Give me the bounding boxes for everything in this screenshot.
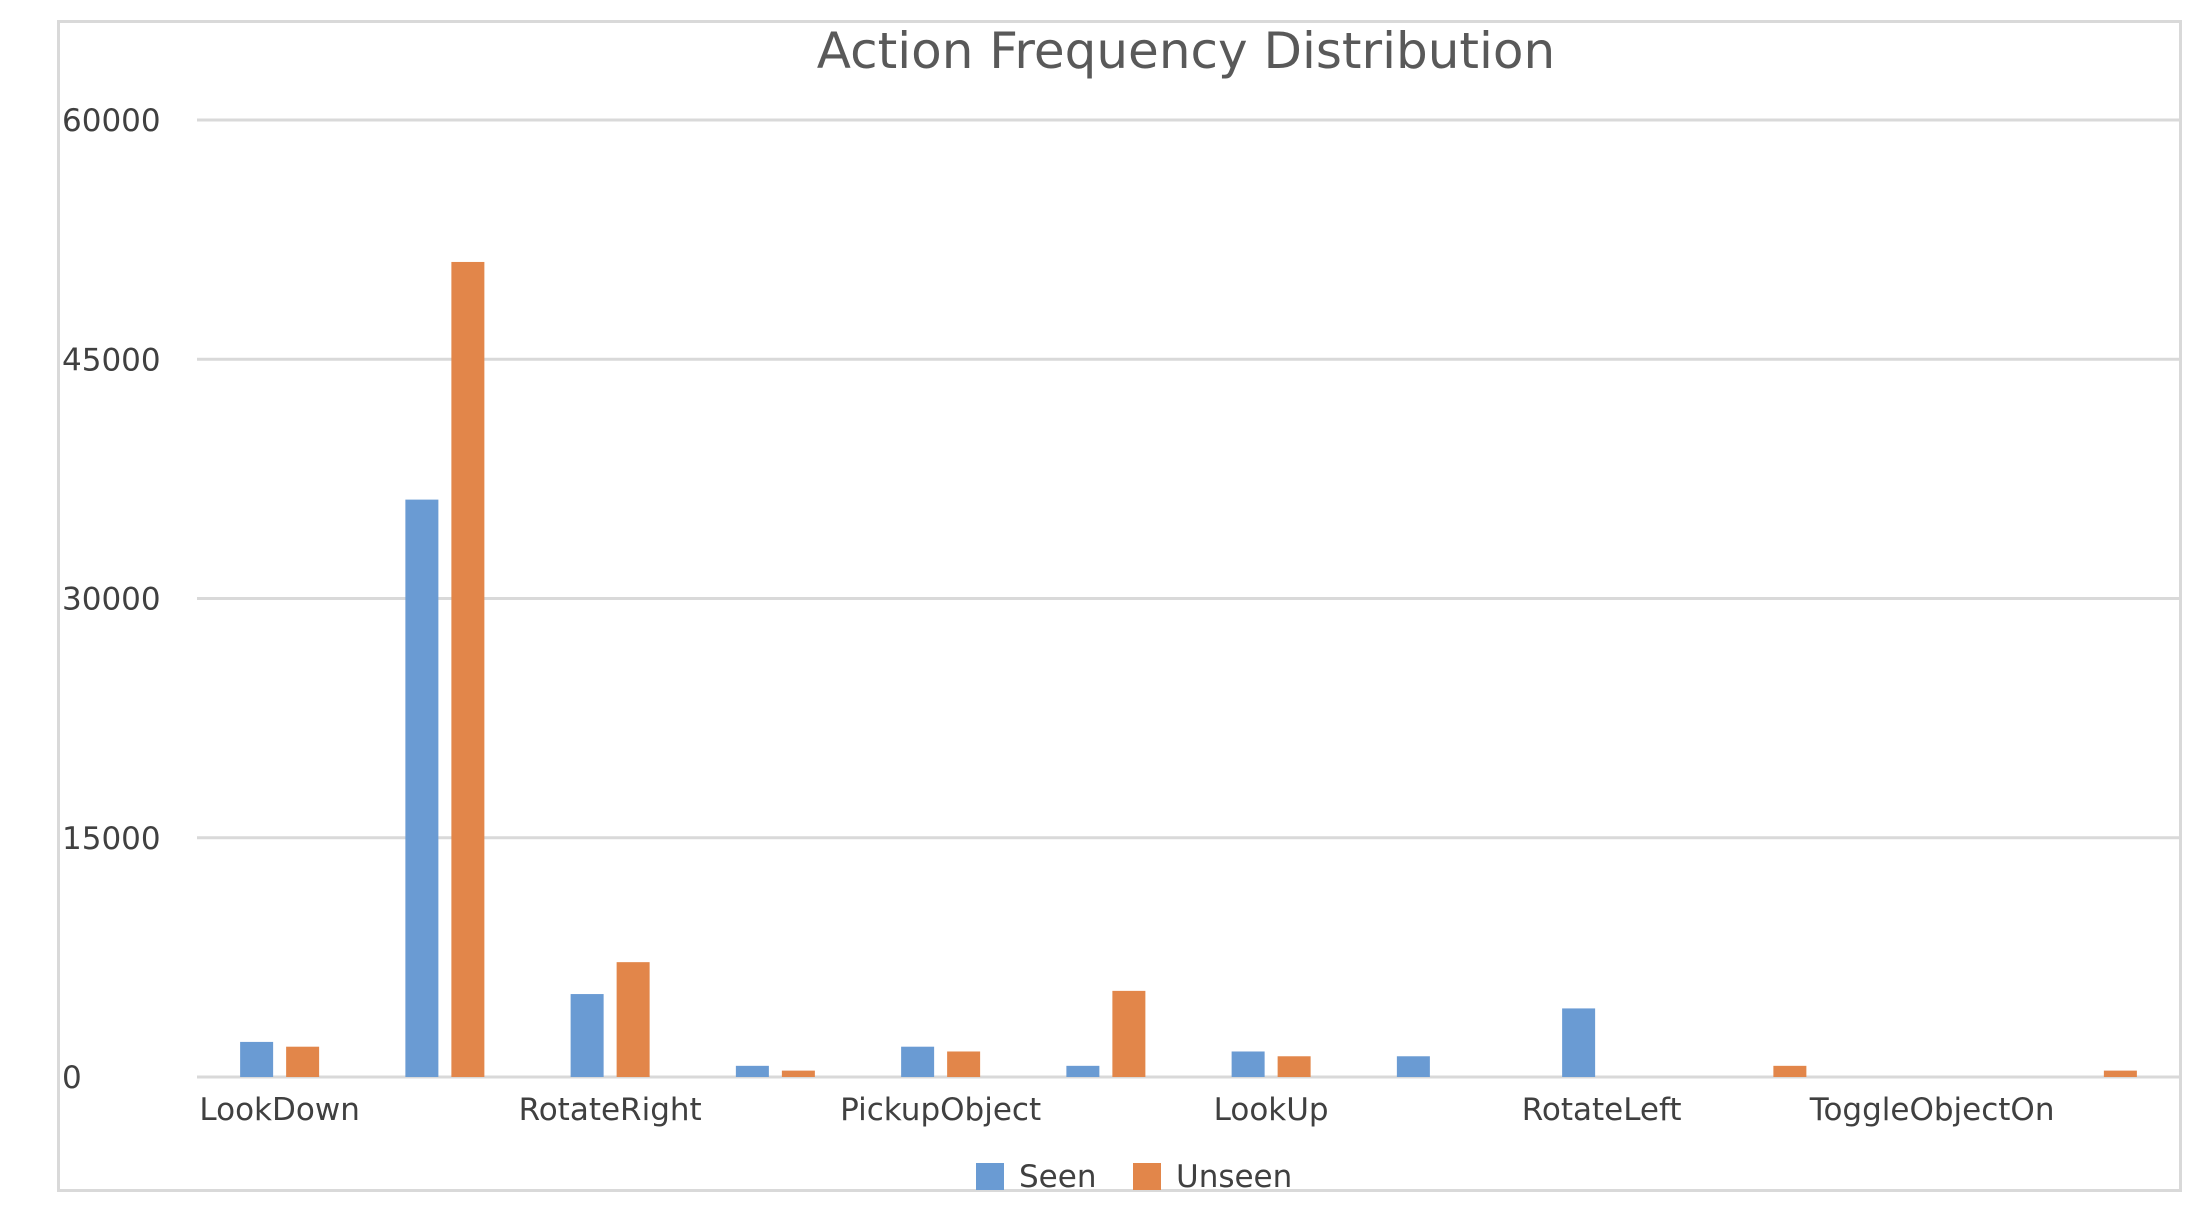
y-tick-label: 60000 bbox=[62, 103, 161, 139]
legend-swatch-unseen bbox=[1133, 1163, 1161, 1190]
chart-title: Action Frequency Distribution bbox=[817, 22, 1555, 80]
y-tick-label: 45000 bbox=[62, 342, 161, 378]
bar-seen-8 bbox=[1562, 1008, 1596, 1077]
bar-seen-1 bbox=[405, 499, 439, 1077]
bar-unseen-1 bbox=[451, 261, 485, 1078]
bar-seen-6 bbox=[1231, 1051, 1265, 1077]
legend-label-unseen: Unseen bbox=[1176, 1159, 1292, 1195]
bar-seen-2 bbox=[570, 994, 604, 1077]
x-tick-label: LookUp bbox=[1214, 1092, 1329, 1128]
bar-seen-5 bbox=[1066, 1065, 1100, 1077]
x-tick-label: LookDown bbox=[199, 1092, 359, 1128]
y-tick-label: 15000 bbox=[62, 821, 161, 857]
bar-seen-0 bbox=[240, 1041, 274, 1077]
legend-label-seen: Seen bbox=[1019, 1159, 1096, 1195]
bar-unseen-0 bbox=[286, 1046, 320, 1077]
bar-unseen-3 bbox=[781, 1070, 815, 1077]
bar-unseen-11 bbox=[2103, 1070, 2137, 1077]
bar-unseen-2 bbox=[616, 962, 650, 1077]
x-axis-ticks: LookDown RotateRight PickupObject LookUp Rot… bbox=[199, 1092, 2054, 1128]
bar-seen-3 bbox=[735, 1065, 769, 1077]
bar-unseen-5 bbox=[1112, 990, 1146, 1077]
y-axis-ticks: 0 15000 30000 45000 60000 bbox=[62, 103, 161, 1096]
y-tick-label: 0 bbox=[62, 1060, 82, 1096]
bar-unseen-6 bbox=[1277, 1056, 1311, 1077]
legend: Seen Unseen bbox=[976, 1159, 1292, 1195]
bars bbox=[240, 261, 2137, 1078]
bar-seen-4 bbox=[901, 1046, 935, 1077]
x-tick-label: ToggleObjectOn bbox=[1809, 1092, 2055, 1128]
x-tick-label: RotateLeft bbox=[1522, 1092, 1682, 1128]
gridlines bbox=[197, 118, 2180, 1079]
bar-seen-7 bbox=[1396, 1056, 1430, 1077]
x-tick-label: PickupObject bbox=[840, 1092, 1041, 1128]
y-tick-label: 30000 bbox=[62, 582, 161, 618]
bar-unseen-9 bbox=[1773, 1065, 1807, 1077]
x-tick-label: RotateRight bbox=[519, 1092, 702, 1128]
legend-swatch-seen bbox=[976, 1163, 1004, 1190]
bar-unseen-4 bbox=[947, 1051, 981, 1077]
